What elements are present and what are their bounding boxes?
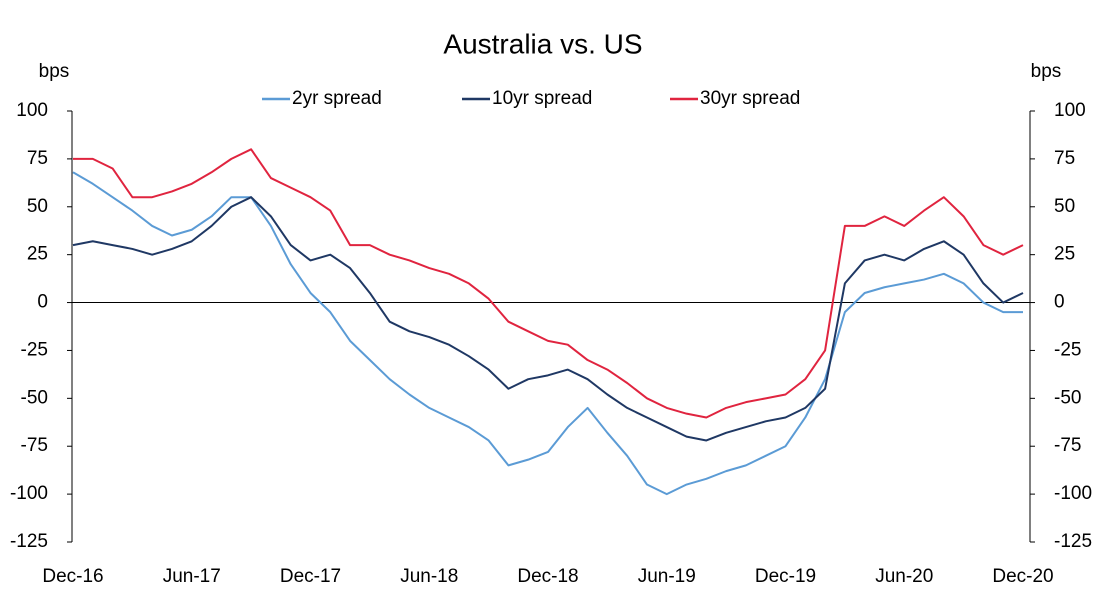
y2-tick-label: 100 — [1054, 100, 1086, 121]
y-tick-label: -25 — [21, 339, 48, 360]
y-tick-label: -100 — [10, 483, 48, 504]
y2-tick-label: 75 — [1054, 148, 1075, 169]
x-tick-label: Jun-19 — [638, 566, 696, 587]
x-tick-label: Dec-18 — [517, 566, 578, 587]
series-line — [72, 171, 1023, 496]
series-line — [73, 148, 1024, 419]
y-tick-label: -125 — [10, 531, 48, 552]
y-tick-label: 50 — [27, 196, 48, 217]
legend-label: 30yr spread — [700, 88, 800, 109]
x-tick-label: Dec-17 — [280, 566, 341, 587]
x-tick-label: Jun-20 — [875, 566, 933, 587]
x-tick-label: Dec-16 — [42, 566, 103, 587]
y2-tick-label: 25 — [1054, 244, 1075, 265]
y2-tick-label: 0 — [1054, 292, 1065, 313]
y-tick-label: -50 — [21, 387, 48, 408]
x-tick-label: Jun-18 — [400, 566, 458, 587]
y-tick-label: 25 — [27, 244, 48, 265]
x-tick-label: Dec-20 — [992, 566, 1053, 587]
y2-tick-label: -100 — [1054, 483, 1092, 504]
y2-tick-label: -50 — [1054, 387, 1081, 408]
y2-tick-label: -75 — [1054, 435, 1081, 456]
y2-tick-label: -125 — [1054, 531, 1092, 552]
chart-title: Australia vs. US — [443, 28, 642, 59]
y2-axis-label: bps — [1031, 61, 1062, 82]
y2-tick-label: -25 — [1054, 339, 1081, 360]
y-tick-label: 0 — [37, 292, 48, 313]
y-axis-label: bps — [39, 61, 70, 82]
y-tick-label: -75 — [21, 435, 48, 456]
y2-tick-label: 50 — [1054, 196, 1075, 217]
legend-label: 10yr spread — [492, 88, 592, 109]
y-tick-label: 100 — [16, 100, 48, 121]
x-tick-label: Jun-17 — [163, 566, 221, 587]
y-tick-label: 75 — [27, 148, 48, 169]
legend-label: 2yr spread — [292, 88, 382, 109]
x-tick-label: Dec-19 — [755, 566, 816, 587]
series-line — [72, 196, 1024, 442]
